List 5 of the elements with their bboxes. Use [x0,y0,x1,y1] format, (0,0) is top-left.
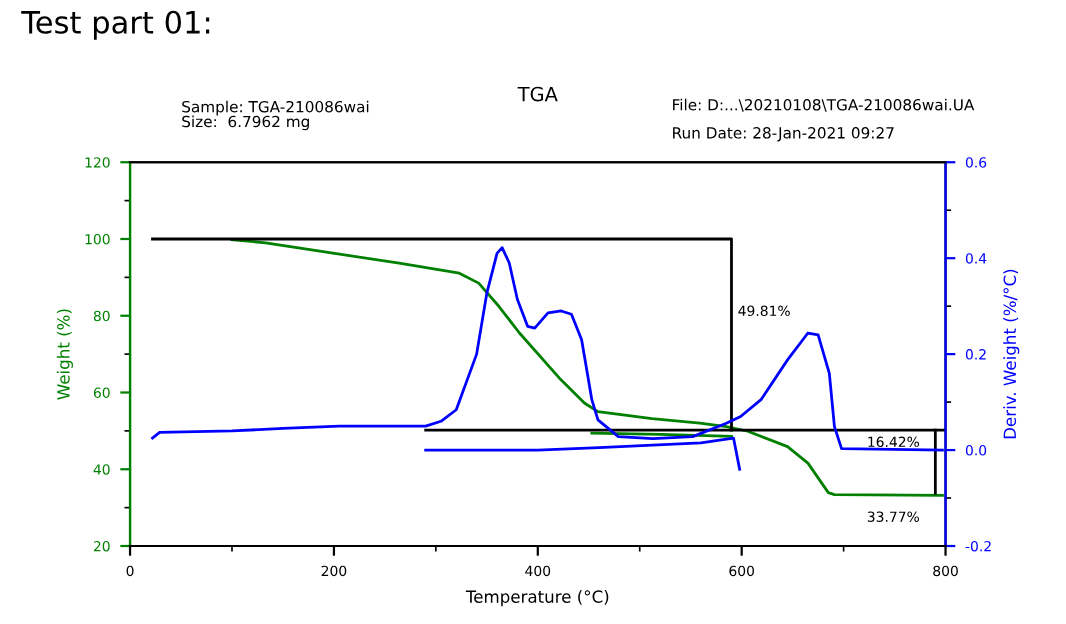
text: Test part 01: [21,10,210,40]
y2-axis-title: Deriv. Weight (%/°C) [1003,269,1020,439]
x-axis-title: Temperature (°C) [465,590,609,607]
y-axis-title: Weight (%) [56,309,73,400]
chart-title: TGA [517,86,558,102]
